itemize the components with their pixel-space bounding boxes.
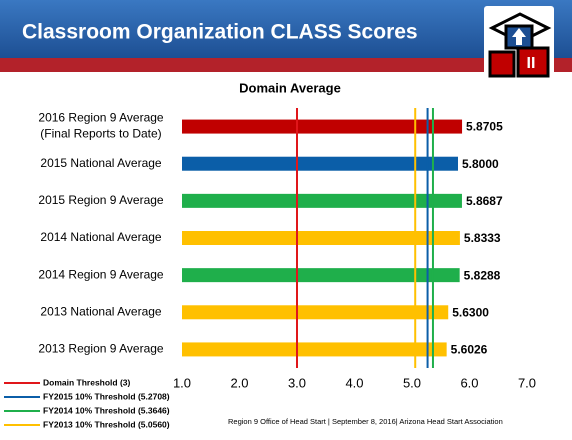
bar (182, 156, 458, 171)
y-tick-label: 2015 National Average (40, 156, 162, 170)
value-label: 5.6026 (451, 343, 488, 357)
slide-title: Classroom Organization CLASS Scores (22, 21, 418, 44)
x-tick-label: 7.0 (518, 375, 536, 390)
y-tick-label: 2015 Region 9 Average (38, 193, 164, 207)
x-tick-label: 1.0 (173, 375, 191, 390)
header-stripe (0, 58, 572, 72)
y-tick-label: 2014 Region 9 Average (38, 267, 164, 281)
chart-title: Domain Average (239, 80, 341, 95)
bar (182, 193, 462, 208)
x-tick-label: 5.0 (403, 375, 421, 390)
value-label: 5.8333 (464, 231, 501, 245)
value-label: 5.8687 (466, 194, 503, 208)
value-label: 5.6300 (452, 305, 489, 319)
y-tick-label: 2013 National Average (40, 304, 162, 318)
bar (182, 231, 460, 245)
legend-label: FY2013 10% Threshold (5.0560) (43, 419, 170, 429)
x-tick-label: 6.0 (460, 375, 478, 390)
y-tick-label: 2016 Region 9 Average (Final Reports to D… (38, 111, 164, 141)
svg-text:II: II (527, 55, 536, 72)
header-band (0, 0, 572, 58)
x-tick-label: 4.0 (345, 375, 363, 390)
footer: Region 9 Office of Head Start | Septembe… (228, 417, 503, 426)
legend-label: Domain Threshold (3) (43, 377, 131, 387)
value-label: 5.8000 (462, 157, 499, 171)
legend-label: FY2014 10% Threshold (5.3646) (43, 405, 170, 415)
bar (182, 342, 447, 357)
bar (182, 268, 460, 283)
value-label: 5.8705 (466, 120, 503, 134)
bar (182, 119, 463, 134)
x-tick-label: 3.0 (288, 375, 306, 390)
x-tick-label: 2.0 (230, 375, 248, 390)
logo: II (484, 6, 554, 80)
value-label: 5.8288 (464, 268, 501, 282)
y-tick-label: 2014 National Average (40, 230, 162, 244)
legend-label: FY2015 10% Threshold (5.2708) (43, 391, 170, 401)
y-tick-label: 2013 Region 9 Average (38, 342, 164, 356)
bar (182, 305, 449, 320)
